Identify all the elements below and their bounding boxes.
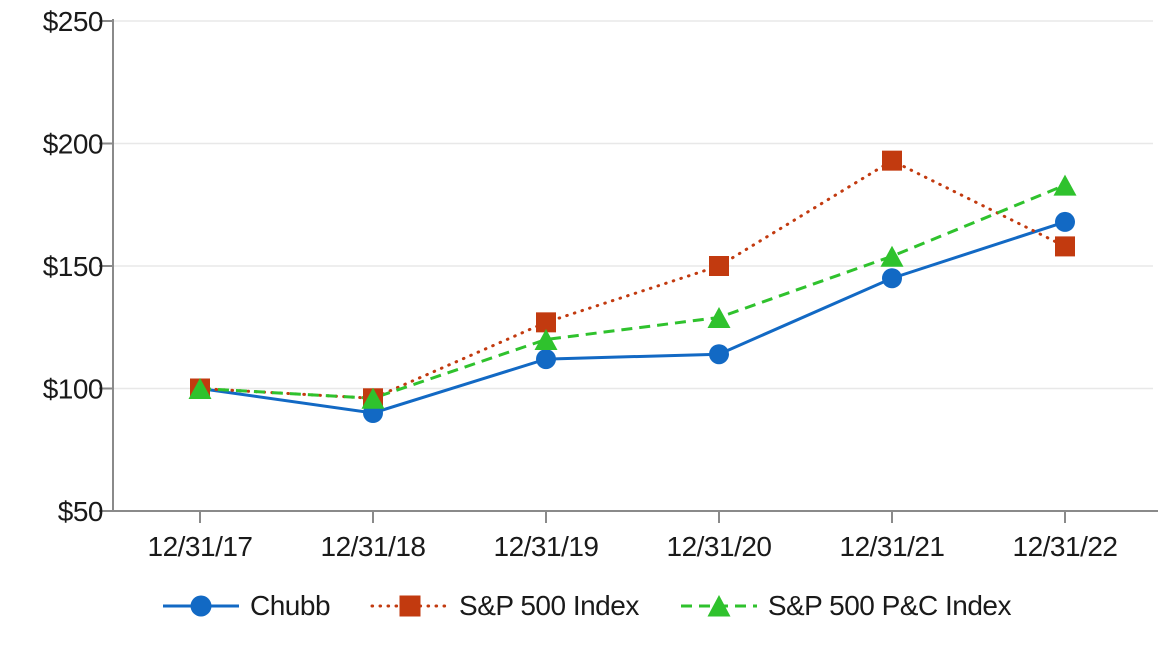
x-tick-label: 12/31/18 (321, 531, 426, 562)
triangle-marker-icon (707, 595, 731, 617)
legend-item-sp500-index: S&P 500 Index (370, 590, 639, 622)
legend-item-chubb: Chubb (161, 590, 331, 622)
marker-sp-500-pc-index (188, 378, 212, 399)
legend-label-chubb: Chubb (250, 590, 331, 621)
x-tick-label: 12/31/21 (840, 531, 945, 562)
marker-sp-500-index (882, 150, 902, 171)
y-tick-label: $150 (43, 251, 103, 282)
series-line-sp-500-index (198, 158, 1067, 400)
marker-sp-500-pc-index (880, 245, 904, 267)
circle-marker-icon (190, 595, 212, 617)
legend-item-sp500-pc-index: S&P 500 P&C Index (679, 590, 1011, 622)
marker-chubb (709, 344, 729, 365)
y-tick-label: $200 (43, 129, 103, 160)
marker-sp-500-index (709, 256, 729, 276)
x-tick-label: 12/31/22 (1013, 531, 1118, 562)
marker-sp-500-index (1055, 236, 1075, 257)
marker-sp-500-pc-index (361, 387, 385, 409)
marker-sp-500-pc-index (1053, 174, 1077, 196)
sp500-line-square-marker-icon (370, 595, 450, 617)
series-line-sp-500-pc-index (199, 183, 1066, 400)
y-tick-label: $100 (43, 374, 103, 405)
marker-chubb (536, 349, 556, 370)
marker-sp-500-index (536, 312, 556, 333)
y-tick-label: $250 (43, 6, 103, 37)
square-marker-icon (399, 595, 421, 617)
chart-legend: Chubb S&P 500 Index S&P 500 P&C Index (0, 590, 1172, 622)
marker-sp-500-pc-index (534, 329, 558, 350)
marker-chubb (1055, 211, 1075, 232)
sp500-pc-line-triangle-marker-icon (680, 595, 757, 617)
x-tick-label: 12/31/20 (667, 531, 772, 562)
series-line-chubb (199, 220, 1066, 415)
legend-label-sp500-pc-index: S&P 500 P&C Index (767, 590, 1012, 621)
x-tick-label: 12/31/17 (148, 531, 253, 562)
marker-chubb (882, 268, 902, 289)
chubb-line-circle-marker-icon (163, 595, 240, 617)
marker-sp-500-pc-index (707, 306, 731, 328)
legend-label-sp500-index: S&P 500 Index (459, 590, 639, 621)
y-tick-label: $50 (58, 496, 103, 527)
x-tick-label: 12/31/19 (494, 531, 599, 562)
